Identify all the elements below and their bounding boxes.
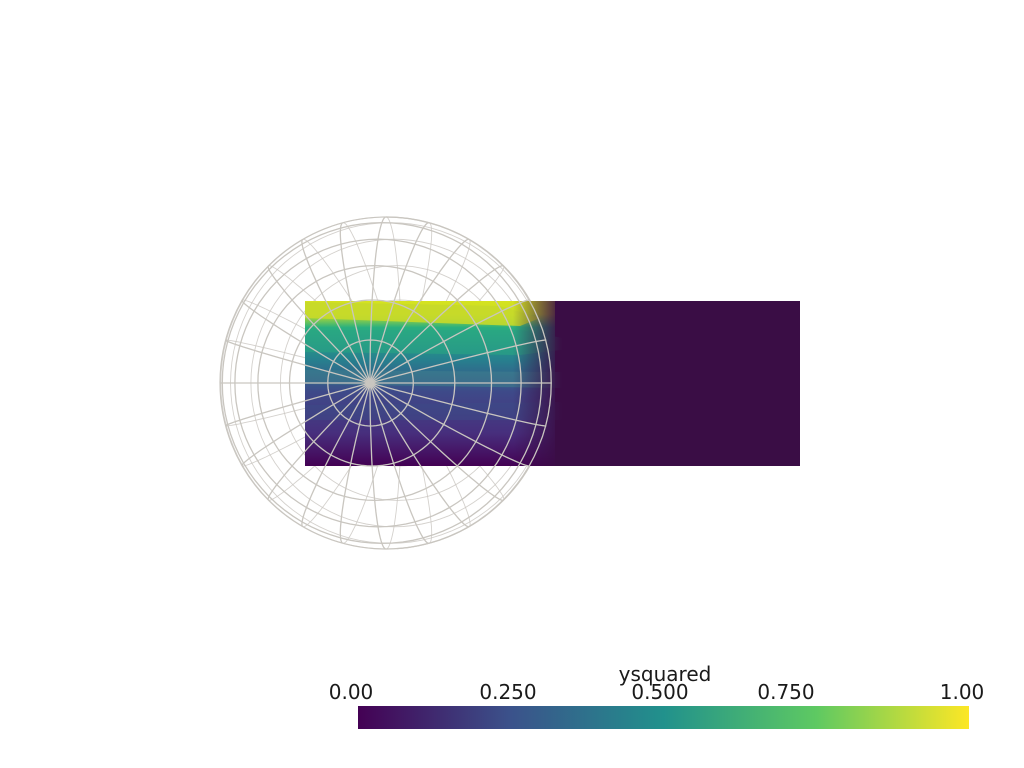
wireframe-line: [369, 382, 504, 502]
wireframe-line: [267, 266, 371, 384]
wireframe-line: [301, 382, 371, 528]
wireframe-line: [369, 299, 530, 384]
scalar-bar-tick: 1.00: [939, 680, 985, 704]
wireframe-line: [267, 382, 371, 500]
wireframe-line: [369, 339, 547, 384]
wireframe-line: [257, 264, 493, 502]
wireframe-line: [241, 300, 371, 384]
scalar-bar-tick: 0.500: [631, 680, 689, 704]
wireframe-line: [234, 238, 522, 528]
wireframe-line: [327, 339, 414, 427]
wireframe-line: [385, 216, 552, 384]
wireframe-line: [221, 222, 543, 544]
scalar-bar-tick: 0.750: [757, 680, 815, 704]
sphere-wireframe-front: [220, 216, 552, 550]
wireframe-line: [241, 382, 371, 466]
scalar-bar-tick: 0.00: [328, 680, 374, 704]
scalar-bar-title: ysquared: [618, 662, 712, 686]
wireframe-line: [225, 339, 371, 384]
wireframe-line: [339, 382, 371, 544]
scalar-bar-gradient: [358, 706, 969, 729]
wireframe-line: [288, 299, 456, 467]
wireframe-line: [369, 264, 504, 384]
wireframe-line: [369, 382, 530, 467]
wireframe-line: [225, 382, 371, 427]
wireframe-line: [396, 382, 552, 550]
wireframe-line: [369, 382, 547, 427]
wireframe-line: [369, 216, 386, 383]
scalar-bar-tick: 0.250: [479, 680, 537, 704]
wireframe-line: [301, 238, 371, 384]
wireframe-line: [339, 222, 371, 384]
wireframe-line: [369, 383, 386, 550]
